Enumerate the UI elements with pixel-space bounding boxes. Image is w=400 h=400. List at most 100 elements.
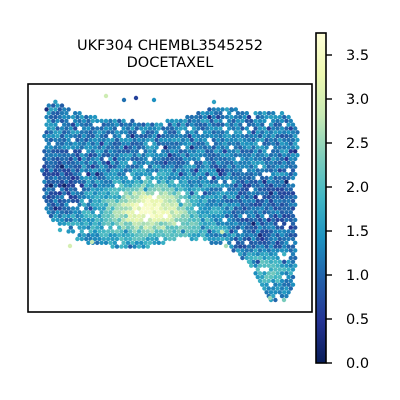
spot-point	[46, 156, 51, 162]
spot-point	[134, 149, 139, 154]
spot-point	[117, 164, 122, 169]
spot-point	[169, 179, 175, 184]
spot-point	[194, 191, 199, 196]
spot-point	[227, 194, 232, 200]
spot-point	[266, 263, 271, 268]
spot-point	[216, 137, 221, 143]
spot-point	[282, 191, 287, 196]
spot-point	[233, 145, 238, 150]
spot-point	[101, 122, 107, 127]
spot-point	[222, 210, 227, 215]
spot-point	[57, 107, 62, 112]
spot-point	[251, 153, 256, 158]
spot-point	[262, 164, 267, 169]
spot-point	[172, 191, 177, 196]
spot-point	[242, 191, 247, 196]
spot-point	[81, 179, 87, 184]
spot-point	[277, 236, 282, 242]
spot-point	[70, 198, 76, 204]
spot-point	[293, 255, 298, 261]
spot-point	[167, 137, 172, 143]
spot-point	[211, 183, 216, 188]
spot-point	[117, 210, 122, 215]
spot-point	[121, 179, 126, 184]
spot-point	[134, 133, 139, 139]
spot-point	[196, 202, 201, 207]
spot-point	[103, 133, 109, 139]
spot-point	[229, 213, 234, 219]
spot-point	[271, 293, 276, 299]
spot-point	[61, 160, 67, 165]
spot-point	[130, 149, 135, 154]
spot-point	[255, 145, 260, 150]
spot-point	[108, 202, 113, 207]
spot-point	[282, 145, 287, 150]
spot-point	[249, 194, 254, 200]
spot-point	[81, 202, 87, 207]
spot-point	[251, 198, 256, 204]
spot-point	[70, 183, 76, 188]
spot-point	[145, 137, 150, 143]
spot-point	[84, 168, 89, 173]
spot-point	[103, 233, 109, 238]
colorbar-tick-label: 0.0	[346, 356, 369, 372]
spot-point	[86, 133, 91, 139]
spot-point	[141, 160, 146, 165]
spot-point	[46, 164, 51, 169]
spot-point	[288, 248, 293, 253]
spot-point	[61, 206, 67, 211]
spot-point	[165, 210, 170, 215]
spot-point	[128, 183, 133, 188]
spot-point	[253, 156, 258, 162]
spot-point	[90, 126, 96, 131]
spot-point	[167, 213, 172, 219]
spot-point	[172, 206, 177, 211]
spot-point	[238, 160, 243, 165]
spot-point	[114, 191, 120, 196]
spot-point	[84, 114, 89, 120]
spot-point	[55, 164, 60, 169]
spot-point	[273, 274, 278, 280]
spot-point	[59, 156, 65, 162]
spot-point	[147, 179, 153, 184]
spot-point	[284, 278, 289, 284]
spot-point	[132, 122, 137, 127]
spot-point	[172, 229, 177, 234]
spot-point	[229, 114, 234, 120]
spot-point	[48, 160, 54, 165]
spot-point	[194, 130, 199, 135]
spot-point	[46, 111, 51, 116]
spot-point	[108, 233, 113, 238]
spot-point	[271, 202, 276, 207]
spot-point	[163, 137, 168, 143]
spot-point	[264, 290, 269, 295]
spot-point	[172, 175, 177, 181]
spot-point	[240, 187, 245, 192]
spot-point	[68, 156, 74, 162]
spot-point	[59, 149, 65, 154]
spot-point	[106, 130, 111, 135]
spot-point	[134, 126, 139, 131]
spot-point	[101, 145, 107, 150]
spot-point	[200, 164, 205, 169]
spot-point	[55, 103, 60, 108]
spot-point	[119, 168, 124, 173]
spot-point	[152, 210, 157, 215]
spot-point	[101, 198, 107, 204]
spot-point	[68, 217, 74, 223]
spot-point	[222, 133, 227, 139]
spot-point	[246, 175, 252, 181]
spot-point	[57, 137, 62, 143]
spot-point	[143, 149, 148, 154]
spot-point	[288, 187, 293, 192]
spot-point	[169, 118, 175, 124]
spot-point	[136, 221, 142, 226]
spot-point	[227, 156, 232, 162]
spot-point	[246, 236, 252, 242]
spot-point	[235, 179, 241, 184]
spot-point	[224, 153, 230, 158]
spot-point	[262, 217, 267, 223]
spot-point	[145, 160, 150, 165]
spot-point	[282, 236, 287, 242]
spot-point	[277, 153, 282, 158]
